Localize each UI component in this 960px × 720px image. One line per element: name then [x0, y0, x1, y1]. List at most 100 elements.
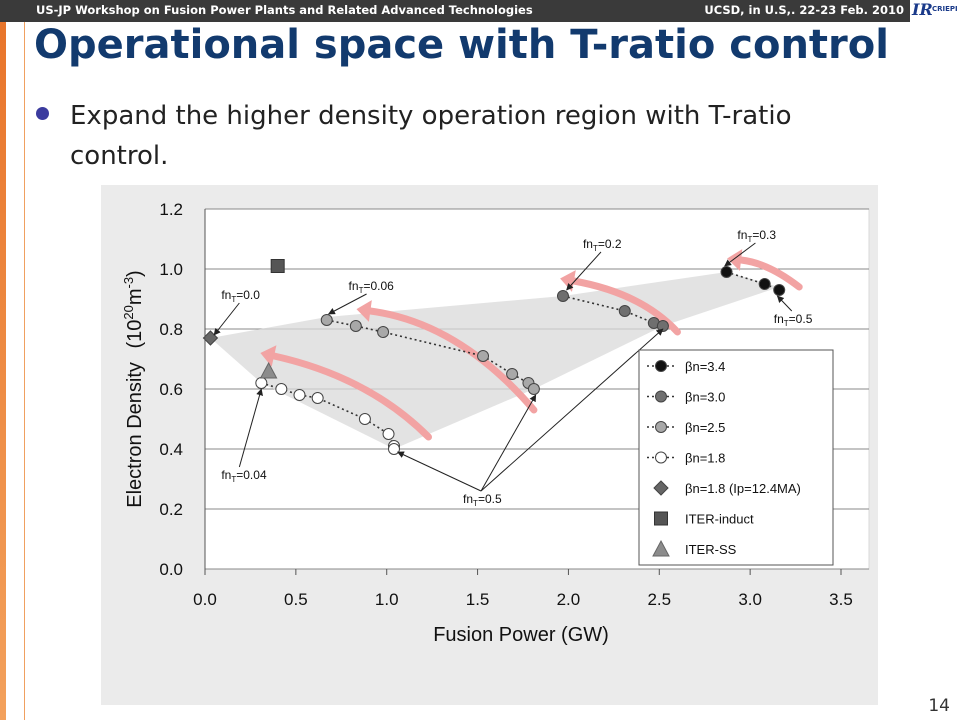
data-point [382, 428, 395, 440]
header-bar: US-JP Workshop on Fusion Power Plants an… [0, 0, 960, 22]
annotation-arrow [724, 242, 756, 267]
data-point [527, 383, 540, 395]
trend-arrow [366, 307, 538, 414]
data-point [377, 326, 390, 338]
annotation-label: fnT=0.5 [463, 492, 502, 508]
trend-arrow [570, 277, 681, 336]
trend-arrowhead [260, 345, 277, 367]
legend-label: βn=3.4 [685, 359, 725, 374]
y-tick-label: 0.2 [159, 500, 183, 519]
data-point [311, 392, 324, 404]
x-tick-label: 1.0 [375, 590, 399, 609]
bullet-dot-icon [36, 107, 49, 120]
annotation-label: fnT=0.04 [221, 468, 267, 484]
legend-entry: βn=2.5 [647, 420, 725, 435]
legend-label: ITER-SS [685, 542, 737, 557]
data-point [255, 377, 268, 389]
trend-arrow [737, 256, 803, 291]
annotation-arrow [238, 388, 263, 468]
x-tick-label: 0.5 [284, 590, 308, 609]
x-tick-label: 2.0 [557, 590, 581, 609]
svg-text:Electron Density (1020: Electron Density (1020m-3) [121, 270, 146, 507]
legend-box [638, 349, 834, 566]
y-axis-label: Electron Density (1020m-3) [121, 270, 146, 507]
legend-label: βn=2.5 [685, 420, 725, 435]
axis-ticks: 0.0 0.2 0.4 0.6 0.8 1.0 1.2 0.0 0.5 1.0 1.5 2.0 2.5 3… [159, 200, 852, 609]
data-point [270, 259, 285, 273]
legend-entry: βn=1.8 [647, 451, 725, 466]
y-tick-label: 0.0 [159, 560, 183, 579]
logo-name: CRIEPI [932, 5, 958, 13]
x-tick-label: 1.5 [466, 590, 490, 609]
y-tick-label: 1.2 [159, 200, 183, 219]
legend-entry: ITER-SS [652, 539, 737, 557]
data-point [349, 320, 362, 332]
data-point [773, 284, 786, 296]
x-tick-label: 3.0 [738, 590, 762, 609]
data-point [618, 305, 631, 317]
trend-arrowhead [356, 300, 372, 322]
data-point [720, 266, 733, 278]
data-point [556, 290, 569, 302]
annotation-arrow [396, 451, 482, 492]
data-point [387, 443, 400, 455]
y-tick-label: 1.0 [159, 260, 183, 279]
legend-entry: ITER-induct [654, 511, 754, 527]
x-tick-label: 2.5 [647, 590, 671, 609]
legend-marker [654, 511, 668, 526]
series-6 [259, 361, 278, 379]
workshop-name: US-JP Workshop on Fusion Power Plants an… [36, 3, 533, 17]
annotation-label: fnT=0.3 [737, 228, 776, 244]
trend-arrowhead [727, 249, 743, 271]
y-tick-label: 0.6 [159, 380, 183, 399]
data-point [656, 320, 669, 332]
data-point [275, 383, 288, 395]
x-tick-label: 0.0 [193, 590, 217, 609]
legend-marker [655, 451, 667, 464]
annotation-arrow [213, 302, 240, 336]
legend-marker [655, 421, 667, 433]
data-point [758, 278, 771, 290]
legend-marker [655, 360, 667, 372]
chart-legend: βn=3.4 βn=3.0 βn=2.5 βn=1.8 βn=1.8 (Ip=12.4M… [638, 349, 834, 566]
annotation-arrow [776, 295, 793, 312]
chart-svg: fnT=0.0 fnT=0.06 fnT=0.2 fnT=0.3 fnT=0.5 fnT=… [121, 200, 870, 646]
logo-mark: IR [912, 0, 933, 19]
annotation-arrow [480, 394, 537, 492]
legend-entry: βn=3.4 [647, 359, 725, 374]
chart-figure: fnT=0.0 fnT=0.06 fnT=0.2 fnT=0.3 fnT=0.5 fnT=… [101, 185, 878, 705]
criepi-logo: IR CRIEPI [910, 0, 960, 22]
y-tick-label: 0.4 [159, 440, 183, 459]
legend-label: βn=1.8 [685, 451, 725, 466]
legend-label: βn=3.0 [685, 390, 725, 405]
slide-title: Operational space with T-ratio control [34, 22, 889, 68]
y-tick-label: 0.8 [159, 320, 183, 339]
event-location-date: UCSD, in U.S,. 22-23 Feb. 2010 [704, 3, 904, 17]
data-point [293, 389, 306, 401]
series-3 [255, 377, 400, 455]
accent-strip [0, 0, 6, 720]
annotation-label: fnT=0.2 [583, 237, 622, 253]
bullet-text: Expand the higher density operation regi… [70, 101, 792, 171]
data-point [320, 314, 333, 326]
annotation-arrow [327, 293, 367, 315]
annotation-arrow [566, 251, 602, 291]
legend-marker [655, 390, 667, 403]
series-5 [270, 259, 285, 273]
legend-marker [653, 480, 669, 496]
data-point [358, 413, 371, 425]
legend-entry: βn=3.0 [647, 390, 725, 405]
x-tick-label: 3.5 [829, 590, 853, 609]
annotations: fnT=0.0 fnT=0.06 fnT=0.2 fnT=0.3 fnT=0.5 fnT=… [213, 228, 813, 508]
annotation-label: fnT=0.0 [221, 288, 260, 304]
data-point [259, 361, 278, 379]
data-point [506, 368, 519, 380]
series-2 [320, 314, 540, 395]
series-line [562, 295, 664, 327]
accent-line [24, 22, 25, 720]
legend-label: βn=1.8 (Ip=12.4MA) [685, 481, 801, 496]
legend-marker [652, 539, 670, 557]
annotation-arrow [480, 328, 664, 492]
trend-arrows [260, 249, 803, 441]
data-point [477, 350, 490, 362]
